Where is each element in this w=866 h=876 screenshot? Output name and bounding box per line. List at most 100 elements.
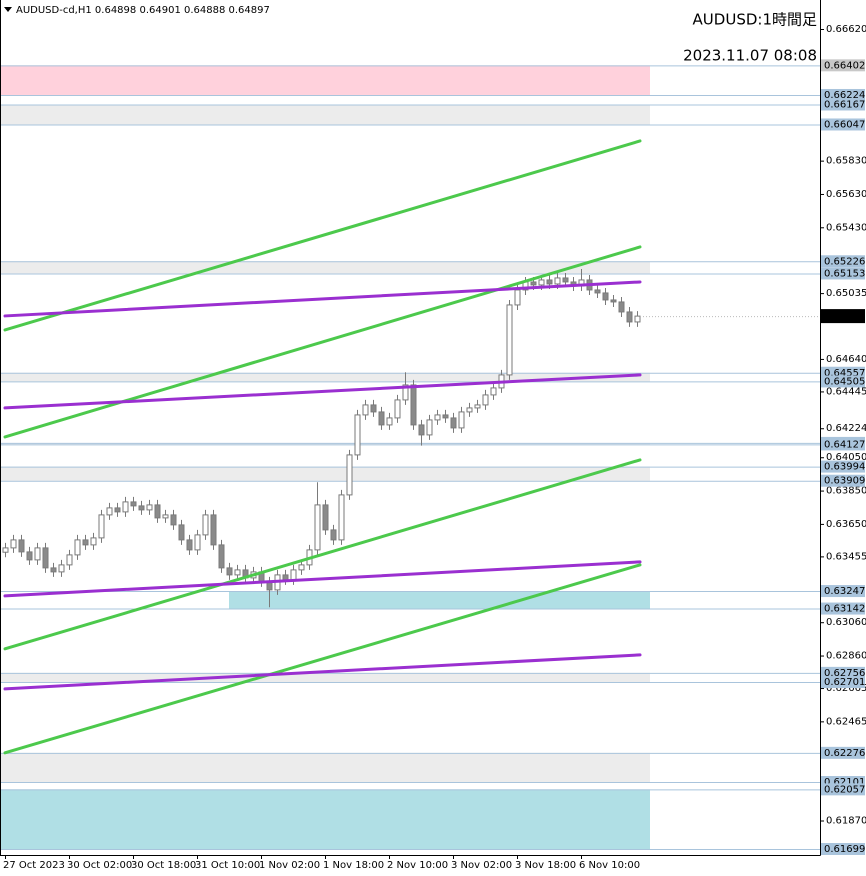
candle-body <box>314 504 321 551</box>
candle-body <box>394 399 401 419</box>
candle-body <box>178 524 185 541</box>
zone-price-label: 0.66047 <box>824 119 865 130</box>
candle-body <box>58 564 65 573</box>
zone-price-box <box>821 438 865 451</box>
candle-body <box>442 414 449 419</box>
candle-body <box>34 547 41 561</box>
zone-price-box <box>821 585 865 598</box>
chart-title: AUDUSD:1時間足 <box>693 11 817 29</box>
zone-price-label: 0.63994 <box>824 462 865 473</box>
x-tick-label: 27 Oct 2023 <box>3 860 65 871</box>
zone-price-label: 0.62057 <box>824 784 865 795</box>
candle-body <box>514 289 521 306</box>
zone-price-label: 0.64505 <box>824 376 865 387</box>
x-tick-label: 31 Oct 10:00 <box>195 860 260 871</box>
zone <box>1 789 650 850</box>
candle-body <box>194 534 201 551</box>
candle-body <box>434 414 441 421</box>
candle-body <box>362 404 369 416</box>
candle-body <box>506 304 513 376</box>
candle-body <box>162 514 169 519</box>
y-tick-label: 0.62665 <box>826 683 866 694</box>
zone-price-label: 0.66224 <box>824 90 865 101</box>
zone-price-label: 0.64127 <box>824 439 865 450</box>
candle-body <box>618 301 625 313</box>
y-tick-label: 0.65830 <box>826 156 866 167</box>
zone <box>1 672 650 683</box>
candle-body <box>458 411 465 429</box>
zone <box>1 261 650 274</box>
candle-body <box>154 504 161 519</box>
zone-price-box <box>821 267 865 280</box>
zone-price-box <box>821 255 865 268</box>
zone-price-box <box>821 460 865 473</box>
zone-price-box <box>821 375 865 388</box>
candle-body <box>418 424 425 436</box>
y-tick-label: 0.64224 <box>826 423 866 434</box>
y-tick-label: 0.63850 <box>826 486 866 497</box>
candle-body <box>130 501 137 507</box>
candle-body <box>538 279 545 286</box>
candle-body <box>490 387 497 396</box>
candle-body <box>98 514 105 539</box>
zone-price-label: 0.65226 <box>824 256 865 267</box>
zone-price-label: 0.63909 <box>824 476 865 487</box>
zone-price-box <box>821 602 865 615</box>
zone-price-box <box>821 666 865 679</box>
menu-triangle[interactable] <box>4 7 12 12</box>
header: AUDUSD-cd,H1 0.64898 0.64901 0.64888 0.6… <box>16 5 270 16</box>
candle-body <box>170 514 177 526</box>
x-tick-label: 2 Nov 10:00 <box>387 860 448 871</box>
zone-price-label: 0.66402 <box>824 60 865 71</box>
chart-subtitle: 2023.11.07 08:08 <box>683 47 817 65</box>
candle-body <box>290 569 297 581</box>
trend-line <box>3 245 642 439</box>
zone <box>1 466 650 481</box>
x-tick-label: 6 Nov 10:00 <box>579 860 640 871</box>
zone <box>1 65 650 95</box>
candle-body <box>218 544 225 569</box>
zone-price-label: 0.63142 <box>824 604 865 615</box>
y-tick-label: 0.61870 <box>826 816 866 827</box>
zone-price-label: 0.62756 <box>824 668 865 679</box>
candle-body <box>90 537 97 546</box>
y-tick-label: 0.63060 <box>826 617 866 628</box>
candle-body <box>82 539 89 546</box>
zone <box>1 752 650 783</box>
candle-body <box>26 551 33 561</box>
zone <box>229 591 650 609</box>
candle-body <box>138 505 145 511</box>
candle-body <box>530 281 537 286</box>
trend-line <box>3 563 642 755</box>
zone-price-box <box>821 88 865 101</box>
candle-body <box>322 504 329 531</box>
zone-price-box <box>821 474 865 487</box>
y-tick-label: 0.64445 <box>826 386 866 397</box>
zone-price-label: 0.62276 <box>824 748 865 759</box>
candle-body <box>450 417 457 429</box>
candle-body <box>298 564 305 571</box>
y-tick-label: 0.64050 <box>826 452 866 463</box>
candle-body <box>114 507 121 513</box>
candle-body <box>426 419 433 436</box>
candle-body <box>378 411 385 426</box>
trend-line <box>3 560 642 598</box>
zone-price-label: 0.63247 <box>824 586 865 597</box>
trend-line <box>3 280 642 318</box>
candle-body <box>346 454 353 496</box>
zone-price-box <box>821 118 865 131</box>
candle-body <box>594 289 601 294</box>
candle-body <box>186 539 193 551</box>
trend-line <box>3 653 642 691</box>
candle-body <box>210 514 217 546</box>
y-tick-label: 0.63455 <box>826 551 866 562</box>
y-tick-label: 0.64640 <box>826 354 866 365</box>
candle-body <box>626 311 633 323</box>
trend-line <box>3 139 642 332</box>
zone-price-label: 0.64557 <box>824 368 865 379</box>
zone <box>1 372 650 382</box>
candle-body <box>546 279 553 285</box>
candle-body <box>482 394 489 406</box>
